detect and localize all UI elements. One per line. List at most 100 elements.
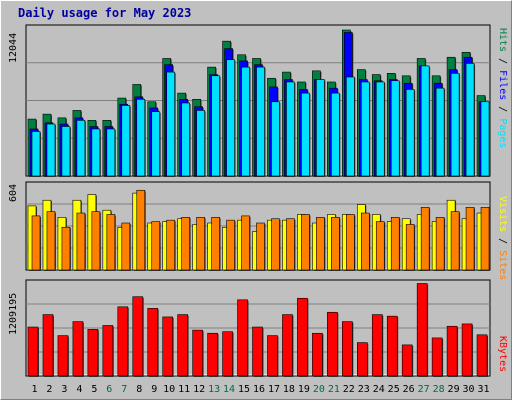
- bar-sites: [91, 211, 101, 271]
- day-1-visits-sites: [27, 205, 41, 271]
- x-tick-label: 10: [163, 384, 175, 395]
- bar-sites: [196, 217, 205, 271]
- legend-separator: /: [497, 232, 508, 251]
- bar-sites: [106, 214, 116, 271]
- bar-sites: [121, 222, 131, 271]
- legend-kbytes: KBytes: [497, 336, 508, 372]
- legend-visits: Visits: [497, 196, 508, 233]
- day-29-hits-files-pages: [446, 56, 461, 177]
- day-5-kbytes: [87, 329, 99, 377]
- legend-separator: /: [497, 52, 508, 71]
- day-21-kbytes: [327, 311, 339, 377]
- bar-pages: [46, 123, 56, 177]
- x-tick-label: 6: [106, 384, 112, 395]
- bar-pages: [286, 81, 295, 177]
- day-6-visits-sites: [102, 209, 116, 271]
- bar-pages: [480, 101, 490, 177]
- x-axis-labels: 1 2 3 4 5 6 7 8 9 10 11 12 13 14 15 16 17 18 19 20 21 22 23 24 2…: [31, 384, 489, 395]
- bar-kbytes: [42, 314, 54, 377]
- day-26-visits-sites: [401, 218, 416, 271]
- day-28-visits-sites: [431, 217, 446, 271]
- day-24-hits-files-pages: [371, 74, 386, 177]
- bar-sites: [286, 218, 295, 271]
- x-tick-label: 17: [268, 384, 280, 395]
- x-tick-label: 29: [448, 384, 460, 395]
- day-13-visits-sites: [207, 217, 221, 271]
- bar-kbytes: [177, 314, 188, 377]
- bar-pages: [91, 128, 101, 177]
- bar-kbytes: [371, 314, 383, 377]
- bar-sites: [31, 215, 41, 271]
- bar-kbytes: [252, 326, 263, 377]
- day-19-hits-files-pages: [297, 81, 311, 177]
- day-18-hits-files-pages: [282, 71, 296, 177]
- day-8-kbytes: [132, 296, 144, 377]
- day-30-hits-files-pages: [461, 51, 476, 177]
- x-tick-label: 1: [31, 384, 37, 395]
- day-3-kbytes: [57, 335, 69, 377]
- bar-pages: [151, 111, 161, 177]
- day-6-kbytes: [102, 325, 114, 377]
- bar-kbytes: [416, 283, 428, 377]
- day-5-hits-files-pages: [87, 120, 101, 177]
- day-29-visits-sites: [446, 199, 461, 271]
- day-12-kbytes: [192, 329, 204, 377]
- x-tick-label: 18: [283, 384, 295, 395]
- bar-kbytes: [327, 311, 338, 377]
- bar-sites: [405, 224, 415, 271]
- bar-sites: [46, 211, 56, 271]
- day-16-visits-sites: [252, 222, 266, 271]
- day-30-kbytes: [461, 323, 474, 377]
- y-max-label-hits: 12044: [8, 32, 19, 63]
- x-tick-label: 23: [358, 384, 370, 395]
- bar-pages: [360, 81, 370, 177]
- bar-kbytes: [297, 297, 308, 377]
- day-20-kbytes: [312, 332, 324, 377]
- day-26-hits-files-pages: [401, 75, 416, 177]
- bar-kbytes: [356, 342, 368, 377]
- day-22-visits-sites: [342, 214, 356, 271]
- day-31-hits-files-pages: [476, 95, 491, 177]
- bar-pages: [196, 110, 205, 177]
- day-4-kbytes: [72, 321, 84, 377]
- x-tick-label: 7: [121, 384, 127, 395]
- day-26-kbytes: [401, 344, 414, 377]
- bar-sites: [136, 189, 146, 271]
- x-tick-label: 16: [253, 384, 265, 395]
- bar-sites: [390, 217, 400, 271]
- day-11-kbytes: [177, 314, 189, 377]
- day-4-hits-files-pages: [72, 110, 86, 177]
- bar-sites: [241, 215, 250, 271]
- day-1-kbytes: [27, 326, 39, 377]
- bar-pages: [106, 128, 116, 177]
- day-21-hits-files-pages: [327, 81, 341, 177]
- bar-kbytes: [207, 332, 218, 377]
- day-13-kbytes: [207, 332, 219, 377]
- bar-pages: [346, 76, 355, 177]
- day-16-kbytes: [252, 326, 264, 377]
- day-8-hits-files-pages: [132, 84, 146, 177]
- bar-sites: [450, 211, 460, 271]
- bar-sites: [181, 217, 190, 271]
- day-2-kbytes: [42, 314, 54, 377]
- bar-sites: [331, 217, 340, 271]
- day-23-visits-sites: [356, 204, 371, 271]
- bar-pages: [121, 105, 131, 177]
- bar-kbytes: [87, 329, 99, 377]
- day-7-hits-files-pages: [117, 97, 131, 177]
- bar-sites: [256, 222, 265, 271]
- bar-kbytes: [461, 323, 473, 377]
- day-18-visits-sites: [282, 218, 296, 271]
- bar-kbytes: [72, 321, 84, 377]
- day-27-kbytes: [416, 283, 429, 377]
- bar-kbytes: [267, 335, 278, 377]
- bar-sites: [76, 212, 86, 271]
- chart-title: Daily usage for May 2023: [18, 6, 192, 20]
- day-28-kbytes: [431, 337, 444, 377]
- y-max-label-kbytes: 1209195: [8, 292, 19, 335]
- day-3-visits-sites: [57, 217, 71, 271]
- x-tick-label: 14: [223, 384, 235, 395]
- day-30-visits-sites: [461, 207, 476, 271]
- x-tick-label: 26: [403, 384, 415, 395]
